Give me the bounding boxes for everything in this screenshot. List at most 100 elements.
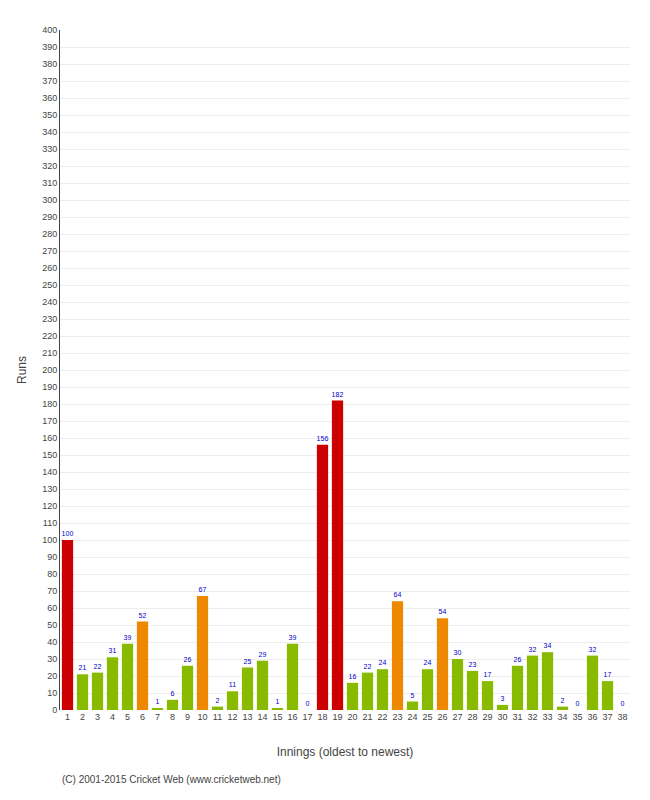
svg-text:37: 37: [602, 712, 612, 722]
svg-text:20: 20: [47, 671, 57, 681]
svg-text:260: 260: [42, 263, 57, 273]
svg-text:3: 3: [95, 712, 100, 722]
svg-text:40: 40: [47, 637, 57, 647]
svg-text:60: 60: [47, 603, 57, 613]
svg-text:340: 340: [42, 127, 57, 137]
svg-text:300: 300: [42, 195, 57, 205]
svg-text:1: 1: [156, 698, 160, 705]
svg-text:23: 23: [392, 712, 402, 722]
svg-text:32: 32: [589, 646, 597, 653]
svg-text:17: 17: [604, 671, 612, 678]
svg-text:130: 130: [42, 484, 57, 494]
svg-text:350: 350: [42, 110, 57, 120]
svg-text:290: 290: [42, 212, 57, 222]
svg-text:29: 29: [259, 651, 267, 658]
svg-text:3: 3: [501, 695, 505, 702]
svg-text:390: 390: [42, 42, 57, 52]
svg-text:80: 80: [47, 569, 57, 579]
svg-text:0: 0: [621, 700, 625, 707]
svg-text:64: 64: [394, 591, 402, 598]
svg-text:70: 70: [47, 586, 57, 596]
svg-text:31: 31: [109, 647, 117, 654]
svg-text:200: 200: [42, 365, 57, 375]
svg-text:0: 0: [576, 700, 580, 707]
svg-text:320: 320: [42, 161, 57, 171]
svg-text:180: 180: [42, 399, 57, 409]
svg-text:90: 90: [47, 552, 57, 562]
svg-text:25: 25: [244, 658, 252, 665]
svg-text:33: 33: [542, 712, 552, 722]
svg-text:Runs: Runs: [15, 356, 29, 384]
svg-text:17: 17: [484, 671, 492, 678]
svg-text:0: 0: [306, 700, 310, 707]
svg-text:24: 24: [424, 659, 432, 666]
svg-text:160: 160: [42, 433, 57, 443]
svg-text:31: 31: [512, 712, 522, 722]
svg-text:10: 10: [47, 688, 57, 698]
svg-text:400: 400: [42, 25, 57, 35]
svg-text:182: 182: [332, 391, 344, 398]
svg-text:(C) 2001-2015 Cricket Web (www: (C) 2001-2015 Cricket Web (www.cricketwe…: [62, 774, 281, 785]
svg-text:30: 30: [47, 654, 57, 664]
svg-text:140: 140: [42, 467, 57, 477]
svg-text:20: 20: [347, 712, 357, 722]
svg-text:24: 24: [407, 712, 417, 722]
svg-text:26: 26: [514, 656, 522, 663]
svg-text:24: 24: [379, 659, 387, 666]
svg-text:11: 11: [213, 712, 222, 722]
svg-text:12: 12: [227, 712, 237, 722]
svg-text:18: 18: [317, 712, 327, 722]
svg-text:240: 240: [42, 297, 57, 307]
svg-text:21: 21: [362, 712, 372, 722]
svg-text:110: 110: [43, 518, 57, 528]
svg-text:100: 100: [62, 530, 74, 537]
svg-text:36: 36: [587, 712, 597, 722]
svg-text:26: 26: [184, 656, 192, 663]
svg-text:34: 34: [557, 712, 567, 722]
svg-text:6: 6: [140, 712, 145, 722]
svg-text:250: 250: [42, 280, 57, 290]
svg-text:5: 5: [411, 692, 415, 699]
svg-text:170: 170: [42, 416, 57, 426]
svg-text:38: 38: [617, 712, 627, 722]
svg-text:50: 50: [47, 620, 57, 630]
svg-text:22: 22: [94, 663, 102, 670]
svg-text:4: 4: [110, 712, 115, 722]
svg-text:330: 330: [42, 144, 57, 154]
svg-text:15: 15: [272, 712, 282, 722]
svg-text:30: 30: [454, 649, 462, 656]
svg-text:39: 39: [289, 634, 297, 641]
svg-text:380: 380: [42, 59, 57, 69]
svg-text:19: 19: [332, 712, 342, 722]
svg-text:2: 2: [561, 697, 565, 704]
svg-text:16: 16: [349, 673, 357, 680]
svg-text:21: 21: [79, 664, 87, 671]
svg-text:100: 100: [42, 535, 57, 545]
svg-text:10: 10: [197, 712, 207, 722]
svg-text:30: 30: [497, 712, 507, 722]
svg-text:34: 34: [544, 642, 552, 649]
svg-text:27: 27: [452, 712, 462, 722]
svg-text:0: 0: [52, 705, 57, 715]
svg-text:Innings (oldest to newest): Innings (oldest to newest): [277, 745, 414, 759]
svg-text:360: 360: [42, 93, 57, 103]
svg-text:310: 310: [42, 178, 57, 188]
svg-text:14: 14: [257, 712, 267, 722]
svg-text:16: 16: [287, 712, 297, 722]
svg-text:9: 9: [185, 712, 190, 722]
svg-text:156: 156: [317, 435, 329, 442]
svg-text:32: 32: [527, 712, 537, 722]
svg-text:150: 150: [42, 450, 57, 460]
svg-text:23: 23: [469, 661, 477, 668]
svg-text:35: 35: [572, 712, 582, 722]
svg-text:52: 52: [139, 612, 147, 619]
svg-text:7: 7: [155, 712, 160, 722]
svg-text:1: 1: [65, 712, 70, 722]
svg-text:17: 17: [302, 712, 312, 722]
svg-text:270: 270: [42, 246, 57, 256]
svg-text:230: 230: [42, 314, 57, 324]
svg-text:11: 11: [229, 681, 236, 688]
svg-text:5: 5: [125, 712, 130, 722]
svg-text:370: 370: [42, 76, 57, 86]
svg-text:2: 2: [80, 712, 85, 722]
